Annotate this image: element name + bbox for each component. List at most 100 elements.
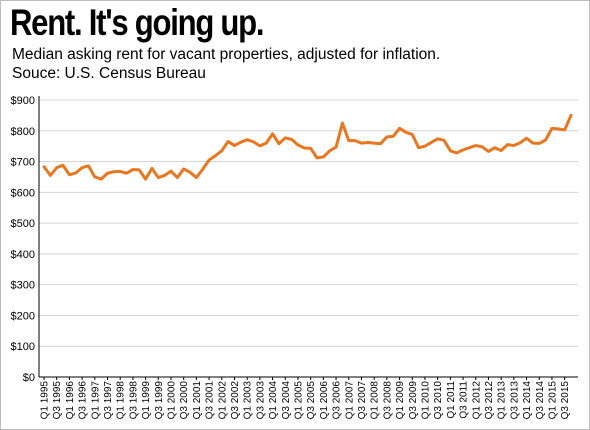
- x-tick-label: Q3 2003: [255, 381, 266, 420]
- x-tick-label: Q3 2004: [281, 381, 292, 420]
- data-point: [233, 144, 236, 147]
- data-point: [315, 156, 319, 160]
- data-point: [74, 171, 77, 175]
- y-tick-label: $400: [11, 249, 35, 261]
- x-tick-label: Q1 1995: [40, 381, 51, 420]
- data-point: [417, 146, 420, 149]
- data-point: [131, 168, 135, 171]
- data-point: [506, 143, 509, 146]
- x-tick-label: Q3 1995: [52, 381, 63, 420]
- data-point: [347, 139, 350, 142]
- data-point: [499, 149, 503, 152]
- x-tick-label: Q1 2011: [446, 381, 457, 419]
- data-point: [512, 144, 516, 147]
- data-point: [290, 138, 293, 141]
- data-point: [480, 145, 484, 148]
- x-tick-label: Q1 2009: [395, 381, 406, 420]
- data-point: [258, 144, 262, 148]
- data-point: [277, 142, 281, 145]
- y-tick-label: $200: [11, 310, 35, 322]
- data-point: [487, 150, 490, 153]
- data-point: [404, 131, 408, 134]
- data-point: [125, 172, 128, 175]
- page-title: Rent. It's going up.: [10, 2, 265, 43]
- x-tick-label: Q1 1996: [65, 381, 76, 420]
- x-tick-label: Q3 2012: [484, 381, 495, 420]
- data-point: [569, 114, 573, 117]
- data-point: [531, 141, 535, 145]
- x-tick-label: Q3 2002: [230, 381, 241, 420]
- data-point: [188, 171, 192, 174]
- y-tick-label: $700: [11, 157, 35, 169]
- subtitle-text: Median asking rent for vacant properties…: [12, 46, 441, 63]
- data-point: [309, 147, 312, 150]
- data-point: [265, 141, 268, 145]
- data-point: [150, 167, 154, 170]
- data-point: [544, 138, 547, 142]
- x-tick-label: Q1 2008: [370, 381, 381, 420]
- data-point: [322, 155, 325, 159]
- y-tick-label: $800: [11, 126, 35, 138]
- x-tick-label: Q3 1999: [154, 381, 165, 420]
- x-tick-label: Q1 2007: [344, 381, 355, 420]
- data-point: [563, 128, 566, 132]
- data-point: [169, 169, 173, 173]
- x-tick-label: Q1 2012: [471, 381, 482, 420]
- data-point: [449, 149, 452, 152]
- y-tick-label: $100: [11, 341, 35, 353]
- data-point: [271, 132, 274, 136]
- data-point: [201, 168, 204, 171]
- x-tick-label: Q1 2004: [268, 381, 279, 420]
- data-point: [252, 140, 255, 144]
- x-tick-label: Q1 1998: [116, 381, 127, 420]
- x-tick-label: Q1 2014: [522, 381, 533, 420]
- data-point: [61, 164, 65, 167]
- y-tick-label: $600: [11, 187, 35, 199]
- data-point: [49, 174, 52, 177]
- x-tick-label: Q3 2008: [382, 381, 393, 420]
- data-point: [138, 168, 141, 172]
- data-point: [93, 175, 96, 179]
- data-point: [525, 136, 528, 140]
- data-point: [157, 176, 160, 179]
- data-point: [423, 144, 427, 148]
- data-point: [366, 141, 370, 144]
- x-tick-label: Q1 2005: [293, 381, 304, 420]
- data-point: [214, 154, 217, 157]
- x-tick-label: Q3 2014: [535, 381, 546, 420]
- data-point: [296, 143, 300, 147]
- data-point: [557, 127, 560, 131]
- x-tick-label: Q3 2009: [408, 381, 419, 420]
- data-point: [328, 149, 331, 152]
- x-tick-label: Q1 2013: [497, 381, 508, 420]
- data-point: [538, 142, 541, 145]
- y-tick-label: $300: [11, 280, 35, 292]
- data-point: [398, 127, 401, 130]
- x-tick-label: Q3 1996: [78, 381, 89, 420]
- data-point: [436, 137, 439, 140]
- x-tick-label: Q3 1998: [128, 381, 139, 420]
- data-point: [226, 140, 230, 143]
- data-point: [239, 140, 243, 144]
- data-point: [334, 145, 338, 149]
- chart-subtitle: Median asking rent for vacant properties…: [12, 45, 440, 83]
- data-point: [42, 165, 46, 168]
- data-point: [106, 172, 109, 175]
- data-point: [220, 149, 223, 152]
- x-tick-label: Q1 2015: [547, 381, 558, 420]
- x-tick-label: Q1 2003: [243, 381, 254, 420]
- x-tick-label: Q3 2000: [179, 381, 190, 420]
- data-point: [87, 164, 90, 168]
- x-tick-label: Q3 1997: [103, 381, 114, 420]
- y-tick-label: $500: [11, 218, 35, 230]
- data-point: [493, 146, 497, 149]
- x-tick-label: Q1 2002: [217, 381, 228, 420]
- data-point: [461, 148, 465, 152]
- data-point: [284, 136, 287, 140]
- x-tick-label: Q1 1997: [90, 381, 101, 420]
- data-point: [303, 146, 306, 150]
- data-point: [163, 174, 166, 177]
- data-point: [372, 141, 376, 145]
- source-note: Souce: U.S. Census Bureau: [12, 65, 206, 82]
- data-point: [245, 138, 249, 141]
